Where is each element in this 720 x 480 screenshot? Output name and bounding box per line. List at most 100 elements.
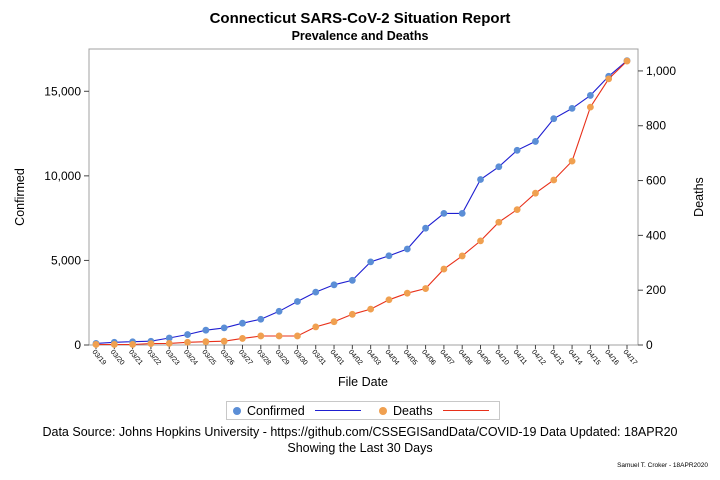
x-tick-label: 04/16 bbox=[603, 349, 620, 367]
x-tick-label: 03/29 bbox=[274, 349, 291, 367]
data-point-deaths bbox=[147, 340, 155, 348]
x-tick-label: 04/03 bbox=[365, 349, 382, 367]
y-left-tick-label: 0 bbox=[74, 338, 81, 352]
plot-frame bbox=[88, 48, 639, 346]
data-point-deaths bbox=[477, 237, 484, 245]
data-point-confirmed bbox=[440, 209, 448, 217]
data-point-deaths bbox=[623, 57, 631, 65]
data-point-confirmed bbox=[348, 276, 356, 284]
data-point-confirmed bbox=[330, 281, 338, 289]
data-point-deaths bbox=[586, 103, 594, 111]
x-tick-label: 04/04 bbox=[383, 349, 400, 367]
author-credit: Samuel T. Croker - 18APR2020 bbox=[617, 462, 708, 469]
data-point-confirmed bbox=[220, 324, 228, 332]
legend-item-confirmed: Confirmed bbox=[233, 402, 361, 419]
legend-item-deaths: Deaths bbox=[379, 402, 489, 419]
data-point-confirmed bbox=[184, 331, 191, 338]
x-axis-label: File Date bbox=[338, 375, 388, 389]
data-point-deaths bbox=[422, 285, 429, 292]
data-point-confirmed bbox=[532, 138, 539, 145]
data-point-confirmed bbox=[477, 176, 484, 183]
legend-marker-deaths bbox=[379, 406, 387, 415]
x-tick-label: 04/14 bbox=[567, 349, 584, 367]
data-point-confirmed bbox=[312, 288, 320, 296]
data-point-deaths bbox=[257, 332, 265, 340]
x-tick-label: 03/22 bbox=[145, 349, 162, 367]
data-point-deaths bbox=[513, 206, 521, 214]
y-left-tick-label: 5,000 bbox=[51, 253, 81, 267]
data-point-deaths bbox=[403, 289, 411, 297]
x-tick-label: 03/30 bbox=[292, 349, 309, 367]
date-range-footnote: Showing the Last 30 Days bbox=[287, 441, 433, 455]
data-point-deaths bbox=[312, 323, 320, 331]
data-point-confirmed bbox=[257, 315, 265, 323]
data-point-confirmed bbox=[458, 209, 466, 217]
data-point-confirmed bbox=[568, 104, 576, 112]
data-point-deaths bbox=[239, 335, 246, 342]
data-point-confirmed bbox=[422, 224, 429, 232]
y-right-tick-label: 600 bbox=[646, 174, 666, 188]
x-tick-label: 04/13 bbox=[548, 349, 565, 367]
chart-subtitle: Prevalence and Deaths bbox=[291, 29, 429, 43]
chart-legend: Confirmed Deaths bbox=[226, 401, 500, 420]
data-point-deaths bbox=[110, 341, 118, 348]
data-point-deaths bbox=[220, 337, 228, 345]
legend-marker-confirmed bbox=[233, 406, 241, 415]
x-tick-label: 04/05 bbox=[402, 349, 419, 367]
x-tick-label: 04/09 bbox=[475, 349, 492, 367]
data-point-confirmed bbox=[586, 92, 594, 99]
x-tick-label: 03/27 bbox=[237, 349, 254, 367]
legend-line-confirmed bbox=[314, 410, 361, 411]
legend-label-confirmed: Confirmed bbox=[247, 403, 305, 418]
data-point-deaths bbox=[348, 310, 356, 318]
x-tick-label: 04/06 bbox=[420, 349, 437, 367]
x-tick-label: 04/10 bbox=[493, 349, 510, 367]
data-point-confirmed bbox=[403, 245, 411, 253]
data-point-confirmed bbox=[385, 252, 393, 260]
data-point-confirmed bbox=[550, 115, 558, 123]
data-source-footnote: Data Source: Johns Hopkins University - … bbox=[42, 425, 678, 439]
data-point-deaths bbox=[129, 341, 137, 348]
data-point-confirmed bbox=[294, 298, 301, 305]
data-point-confirmed bbox=[513, 146, 521, 154]
data-point-deaths bbox=[165, 339, 173, 347]
data-point-deaths bbox=[440, 265, 448, 273]
x-tick-label: 03/25 bbox=[200, 349, 217, 367]
data-point-deaths bbox=[550, 176, 558, 184]
series-line-deaths bbox=[96, 60, 628, 346]
data-point-confirmed bbox=[367, 258, 375, 266]
data-point-deaths bbox=[92, 341, 100, 348]
data-point-deaths bbox=[202, 338, 210, 346]
data-point-confirmed bbox=[165, 334, 173, 342]
x-tick-label: 03/21 bbox=[127, 349, 144, 367]
data-point-deaths bbox=[184, 338, 191, 346]
data-point-deaths bbox=[532, 189, 539, 197]
y-right-tick-label: 1,000 bbox=[646, 64, 676, 78]
y-right-tick-label: 800 bbox=[646, 119, 666, 133]
data-point-deaths bbox=[294, 332, 301, 340]
data-point-confirmed bbox=[495, 163, 503, 171]
data-point-deaths bbox=[495, 218, 503, 226]
y-left-tick-label: 10,000 bbox=[44, 169, 81, 183]
data-point-deaths bbox=[367, 305, 375, 313]
x-tick-label: 03/20 bbox=[109, 349, 126, 367]
x-tick-label: 03/23 bbox=[164, 349, 181, 367]
y-right-tick-label: 0 bbox=[646, 338, 653, 352]
data-point-deaths bbox=[605, 75, 613, 83]
x-tick-label: 04/08 bbox=[457, 349, 474, 367]
series-line-confirmed bbox=[95, 60, 628, 344]
x-tick-label: 04/15 bbox=[585, 349, 602, 367]
x-tick-label: 03/31 bbox=[310, 349, 327, 367]
y-left-tick-label: 15,000 bbox=[44, 84, 81, 98]
x-tick-label: 04/12 bbox=[530, 349, 547, 367]
x-tick-label: 04/07 bbox=[438, 349, 455, 367]
data-point-deaths bbox=[275, 332, 283, 340]
x-tick-label: 04/01 bbox=[329, 349, 346, 367]
y-right-tick-label: 200 bbox=[646, 283, 666, 297]
y-right-tick-label: 400 bbox=[646, 228, 666, 242]
chart-title: Connecticut SARS-CoV-2 Situation Report bbox=[209, 10, 511, 27]
x-tick-label: 04/02 bbox=[347, 349, 364, 367]
x-tick-label: 03/19 bbox=[90, 349, 107, 367]
chart-canvas: 0 5,000 10,000 15,000 0 200 400 600 800 1,000 03/1… bbox=[13, 48, 706, 389]
y-right-axis-label: Deaths bbox=[692, 177, 706, 217]
